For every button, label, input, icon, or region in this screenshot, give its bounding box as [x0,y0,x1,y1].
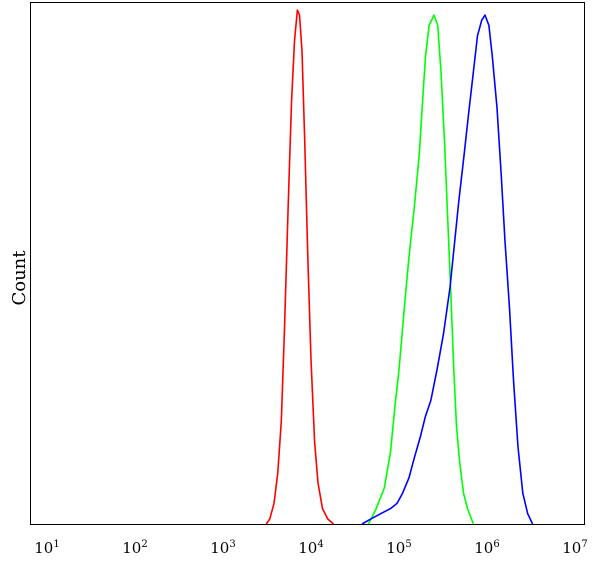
x-tick-label: 107 [562,539,587,557]
series-line-2 [367,14,475,525]
x-tick-label: 104 [298,539,323,557]
series-line-3 [361,14,534,525]
x-tick-label: 102 [122,539,147,557]
x-tick-label: 103 [210,539,235,557]
x-tick-labels: 101 102 103 104 105 106 107 [34,539,587,557]
x-tick-label: 105 [386,539,411,557]
plot-frame [30,2,585,525]
x-tick-label: 101 [34,539,59,557]
series-group [265,9,534,525]
y-axis-title: Count [9,250,30,306]
series-line-1 [265,9,335,525]
x-tick-label: 106 [474,539,499,557]
